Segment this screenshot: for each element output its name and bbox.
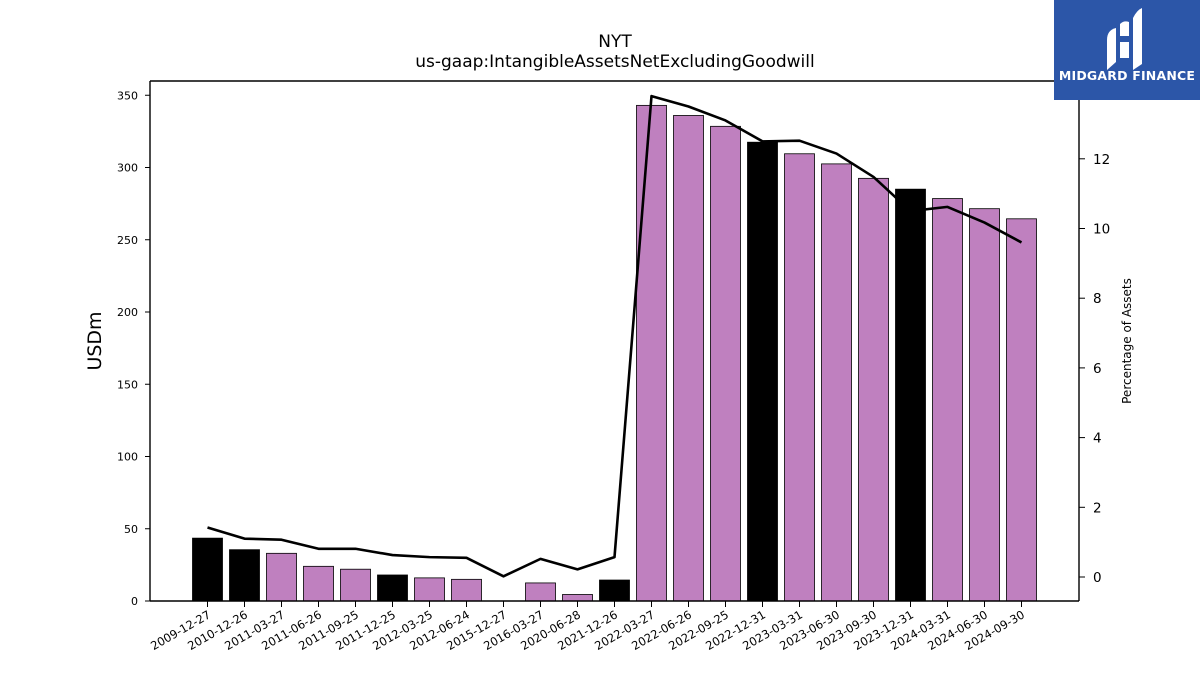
y2-tick-label: 12 (1093, 152, 1110, 168)
bar (599, 579, 630, 602)
y2-tick-label: 0 (1093, 570, 1102, 586)
y2-tick-label: 6 (1093, 361, 1102, 377)
logo-mark-icon (1107, 8, 1142, 70)
y2-tick-label: 2 (1093, 500, 1102, 516)
y-tick-label: 0 (131, 595, 138, 608)
bar (969, 208, 1000, 602)
y-tick-label: 300 (117, 162, 138, 175)
y-tick-label: 250 (117, 234, 138, 247)
bar (303, 565, 334, 602)
y-tick-label: 50 (124, 523, 138, 536)
y2-tick-label: 4 (1093, 431, 1102, 447)
y-tick-label: 150 (117, 378, 138, 391)
y2-tick-label: 8 (1093, 291, 1102, 307)
bar (710, 125, 741, 602)
bar (636, 104, 667, 602)
y-tick-label: 100 (117, 451, 138, 464)
midgard-finance-logo: MIDGARD FINANCE (1054, 0, 1200, 100)
y-axis-label: USDm (84, 311, 106, 370)
percentage-line (207, 94, 1023, 578)
bar (229, 549, 260, 602)
bar (747, 141, 778, 602)
logo-text: MIDGARD FINANCE (1058, 68, 1196, 83)
bar (340, 568, 371, 602)
bar (858, 177, 889, 602)
bar (821, 163, 852, 602)
bar (414, 577, 445, 602)
bar (673, 115, 704, 602)
y2-tick-label: 10 (1093, 222, 1110, 238)
bar (1006, 218, 1037, 602)
bar (932, 198, 963, 602)
y-tick-label: 200 (117, 306, 138, 319)
chart-title: NYT (598, 32, 632, 52)
bar (562, 594, 593, 602)
y2-axis-label: Percentage of Assets (1120, 278, 1134, 404)
bar (377, 574, 408, 602)
bar (266, 552, 297, 602)
bar (784, 153, 815, 602)
bar (451, 578, 482, 602)
bar (525, 582, 556, 602)
bar (895, 188, 926, 602)
chart-subtitle: us-gaap:IntangibleAssetsNetExcludingGood… (415, 52, 815, 72)
bar (192, 537, 223, 602)
y-tick-label: 350 (117, 89, 138, 102)
